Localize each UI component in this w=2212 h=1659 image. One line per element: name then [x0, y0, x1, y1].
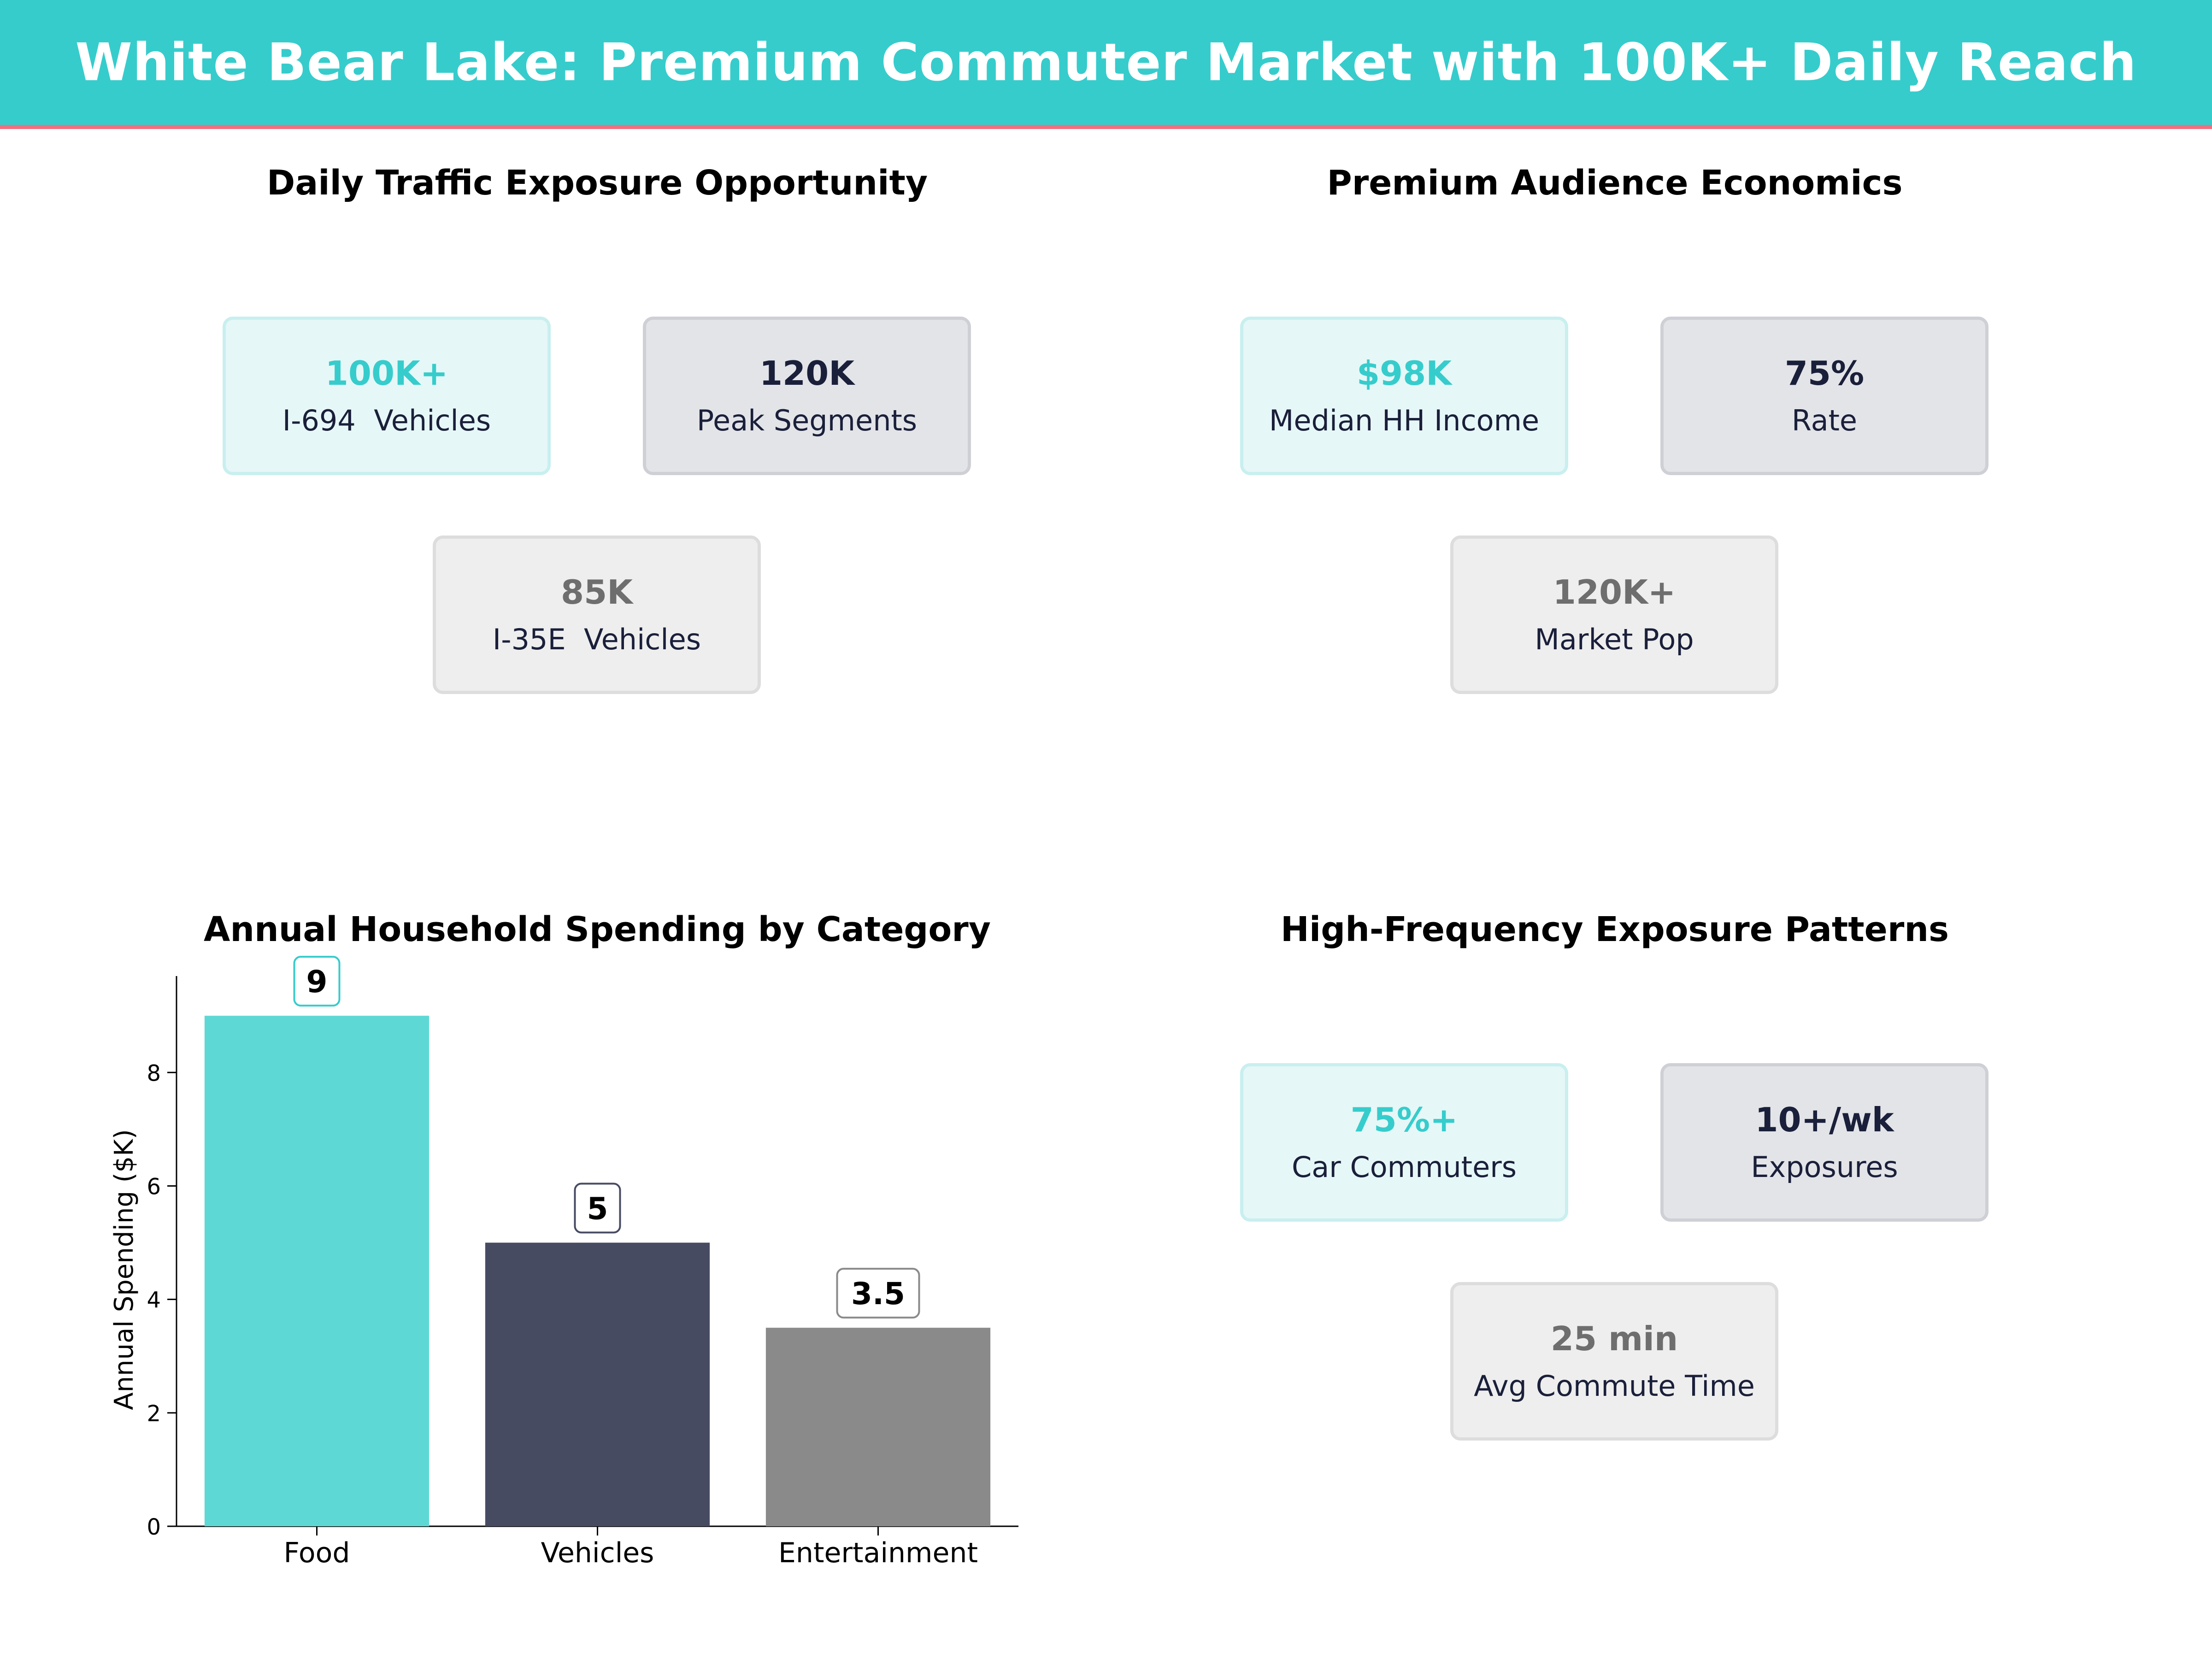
card-value: 10+/wk [1755, 1100, 1894, 1139]
data-label-box [574, 1182, 621, 1234]
card-label: Median HH Income [1269, 404, 1540, 437]
data-label: 3.5 [851, 1276, 905, 1312]
spending-panel-title: Annual Household Spending by Category [204, 910, 991, 949]
card-label: Peak Segments [696, 404, 918, 437]
card-value: 25 min [1550, 1319, 1678, 1358]
audience-card-rate: 75% Rate [1660, 317, 1988, 475]
frequency-card-commute-time: 25 min Avg Commute Time [1450, 1282, 1778, 1441]
y-axis-label: Annual Spending ($K) [109, 1129, 139, 1410]
card-value: 75% [1784, 354, 1865, 393]
frequency-card-commuters: 75%+ Car Commuters [1240, 1063, 1568, 1222]
x-tick-label: Food [284, 1537, 350, 1569]
audience-panel-title: Premium Audience Economics [1327, 163, 1903, 203]
x-tick-label: Entertainment [778, 1537, 978, 1569]
x-tick-label: Vehicles [541, 1537, 654, 1569]
y-tick-label: 6 [147, 1174, 161, 1200]
header-banner: White Bear Lake: Premium Commuter Market… [0, 0, 2212, 129]
data-label: 5 [587, 1191, 608, 1227]
frequency-panel-title: High-Frequency Exposure Patterns [1280, 910, 1949, 949]
frequency-card-exposures: 10+/wk Exposures [1660, 1063, 1988, 1222]
card-label: I-694 Vehicles [282, 404, 491, 437]
card-value: 100K+ [325, 354, 448, 393]
traffic-card-peak: 120K Peak Segments [643, 317, 971, 475]
card-label: Car Commuters [1291, 1150, 1517, 1184]
data-label-box [836, 1268, 920, 1319]
y-tick-label: 8 [147, 1060, 161, 1086]
card-value: 85K [561, 573, 633, 612]
traffic-card-i694: 100K+ I-694 Vehicles [223, 317, 551, 475]
audience-card-market-pop: 120K+ Market Pop [1450, 535, 1778, 694]
data-label: 9 [306, 964, 328, 1000]
card-label: Avg Commute Time [1474, 1369, 1755, 1403]
audience-card-income: $98K Median HH Income [1240, 317, 1568, 475]
card-value: 75%+ [1350, 1100, 1458, 1139]
card-value: 120K [759, 354, 855, 393]
y-tick-label: 0 [147, 1514, 161, 1540]
traffic-card-i35e: 85K I-35E Vehicles [433, 535, 761, 694]
y-tick-label: 2 [147, 1401, 161, 1427]
card-label: Market Pop [1535, 623, 1694, 656]
card-label: I-35E Vehicles [492, 623, 701, 656]
card-label: Exposures [1751, 1150, 1898, 1184]
card-value: 120K+ [1553, 573, 1676, 612]
y-tick-label: 4 [147, 1288, 161, 1313]
data-label-box [293, 956, 341, 1007]
bar [485, 1242, 710, 1526]
card-value: $98K [1356, 354, 1452, 393]
bar [765, 1328, 991, 1526]
bar [204, 1016, 429, 1526]
traffic-panel-title: Daily Traffic Exposure Opportunity [266, 163, 928, 203]
page-title: White Bear Lake: Premium Commuter Market… [75, 32, 2137, 93]
card-label: Rate [1791, 404, 1858, 437]
